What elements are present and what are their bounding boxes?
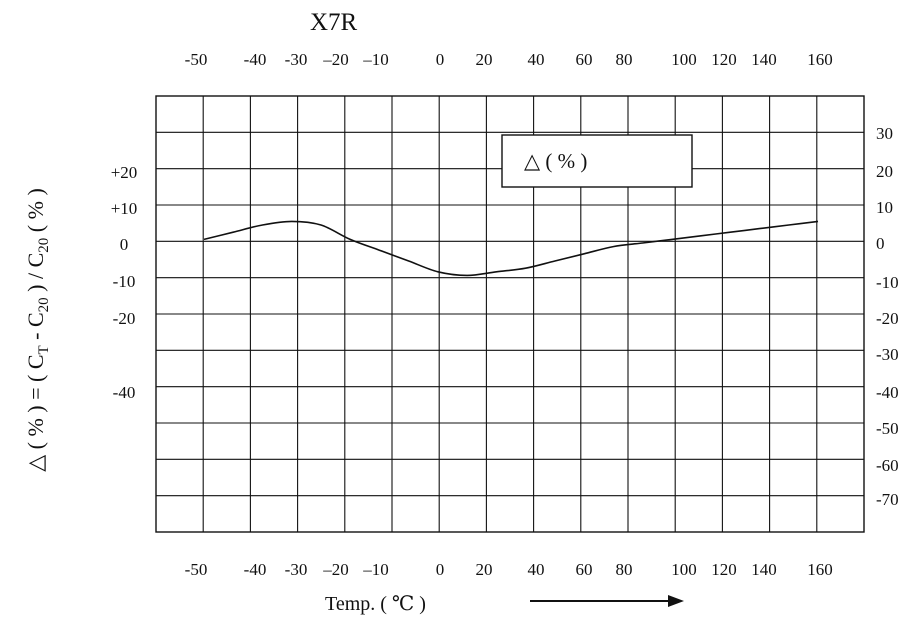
- x-tick-label: 100: [671, 560, 697, 579]
- right-y-tick-label: -30: [876, 345, 899, 364]
- x-tick-label: 20: [476, 50, 493, 69]
- right-y-tick-label: -60: [876, 456, 899, 475]
- top-x-tick-labels: -50 -40 -30 –20 –10 0 20 40 60 80 100 120 140 160: [185, 50, 833, 69]
- right-y-tick-label: -70: [876, 490, 899, 509]
- x-tick-label: 60: [576, 50, 593, 69]
- bottom-x-tick-labels: -50 -40 -30 –20 –10 0 20 40 60 80 100 120 140 160: [185, 560, 833, 579]
- x-tick-label: 20: [476, 560, 493, 579]
- x-tick-label: 40: [528, 560, 545, 579]
- x-tick-label: 60: [576, 560, 593, 579]
- x-tick-label: -30: [285, 560, 308, 579]
- y-axis-label-part: - C: [23, 312, 48, 345]
- arrow-right-icon: [530, 595, 684, 607]
- right-y-tick-labels: 30 20 10 0 -10 -20 -30 -40 -50 -60 -70: [876, 124, 899, 509]
- x-tick-label: 120: [711, 560, 737, 579]
- y-axis-label-part: △ ( % ) = ( C: [23, 354, 48, 471]
- right-y-tick-label: -20: [876, 309, 899, 328]
- x-tick-label: 140: [751, 560, 777, 579]
- left-y-tick-label: +20: [111, 163, 138, 182]
- left-y-tick-label: 0: [120, 235, 129, 254]
- x-tick-label: 100: [671, 50, 697, 69]
- x-tick-label: –10: [362, 560, 389, 579]
- left-y-tick-label: -20: [113, 309, 136, 328]
- right-y-tick-label: -50: [876, 419, 899, 438]
- x-tick-label: 40: [528, 50, 545, 69]
- x-tick-label: 0: [436, 560, 445, 579]
- x-tick-label: 80: [616, 560, 633, 579]
- x-tick-label: 0: [436, 50, 445, 69]
- y-axis-label-part: ( % ): [23, 188, 48, 237]
- x-tick-label: 160: [807, 50, 833, 69]
- x-tick-label: -40: [244, 560, 267, 579]
- right-y-tick-label: 0: [876, 234, 885, 253]
- right-y-tick-label: 10: [876, 198, 893, 217]
- left-y-tick-label: -10: [113, 272, 136, 291]
- x-tick-label: 80: [616, 50, 633, 69]
- left-y-tick-label: -40: [113, 383, 136, 402]
- x-tick-label: 120: [711, 50, 737, 69]
- legend-box: [501, 134, 693, 188]
- legend-label: △ ( % ): [524, 149, 587, 173]
- x-tick-label: –10: [362, 50, 389, 69]
- grid: [155, 95, 865, 533]
- x-tick-label: -50: [185, 50, 208, 69]
- x-tick-label: 140: [751, 50, 777, 69]
- chart-title: X7R: [310, 9, 358, 36]
- right-y-tick-label: -10: [876, 273, 899, 292]
- left-y-tick-label: +10: [111, 199, 138, 218]
- y-axis-label-subscript: T: [36, 345, 52, 354]
- x-tick-label: -40: [244, 50, 267, 69]
- y-axis-label-subscript: 20: [36, 297, 52, 312]
- right-y-tick-label: 30: [876, 124, 893, 143]
- x-tick-label: -30: [285, 50, 308, 69]
- y-axis-label: △ ( % ) = ( CT - C20 ) / C20 ( % ): [23, 188, 52, 472]
- right-y-tick-label: -40: [876, 383, 899, 402]
- x-tick-label: -50: [185, 560, 208, 579]
- x-tick-label: –20: [322, 50, 349, 69]
- left-y-tick-labels: +20 +10 0 -10 -20 -40: [111, 163, 138, 402]
- series-line: [203, 220, 819, 277]
- x-tick-label: 160: [807, 560, 833, 579]
- y-axis-label-subscript: 20: [36, 238, 52, 253]
- x-tick-label: –20: [322, 560, 349, 579]
- y-axis-label-part: ) / C: [23, 253, 48, 298]
- right-y-tick-label: 20: [876, 162, 893, 181]
- x-axis-label: Temp. ( ℃ ): [325, 593, 426, 615]
